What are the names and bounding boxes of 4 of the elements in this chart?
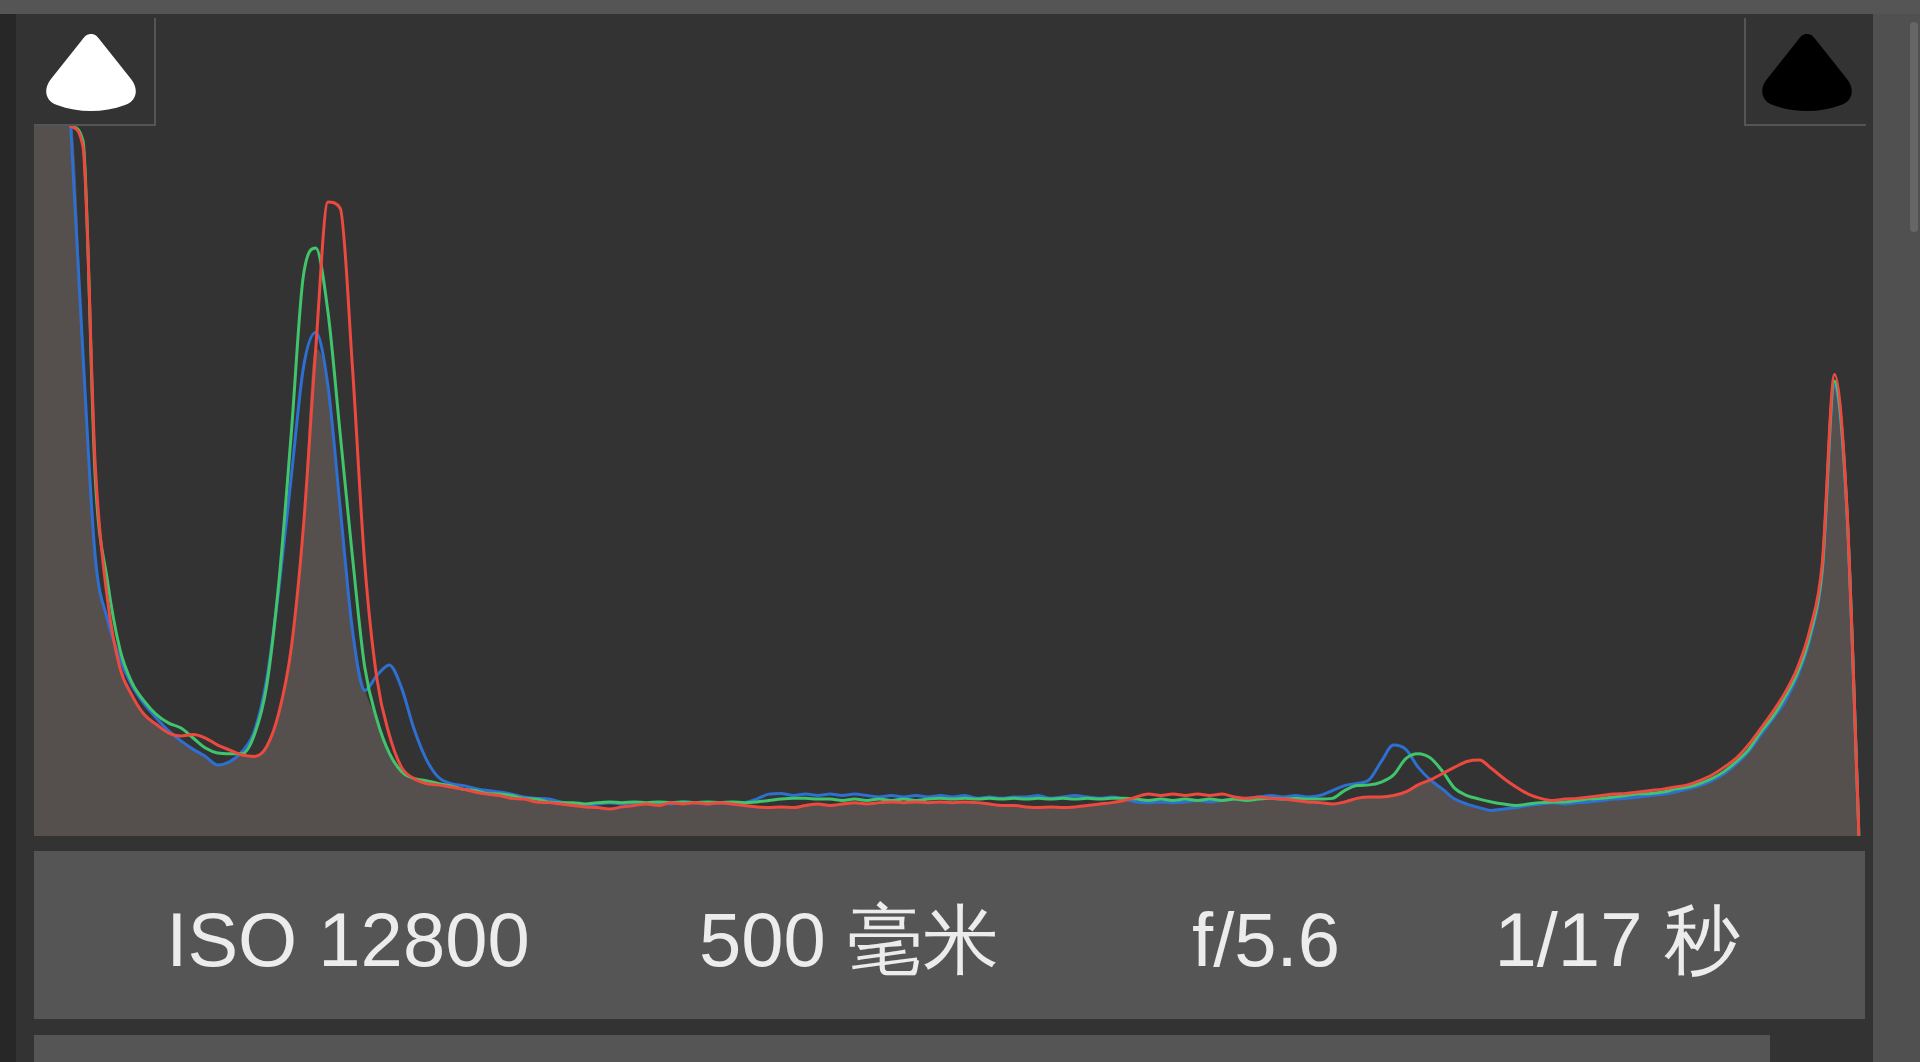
text: ISO 12800	[166, 897, 530, 982]
text: 1/17 秒	[1494, 897, 1740, 982]
text: 500 毫米	[699, 897, 999, 982]
text: f/5.6	[1192, 897, 1340, 982]
